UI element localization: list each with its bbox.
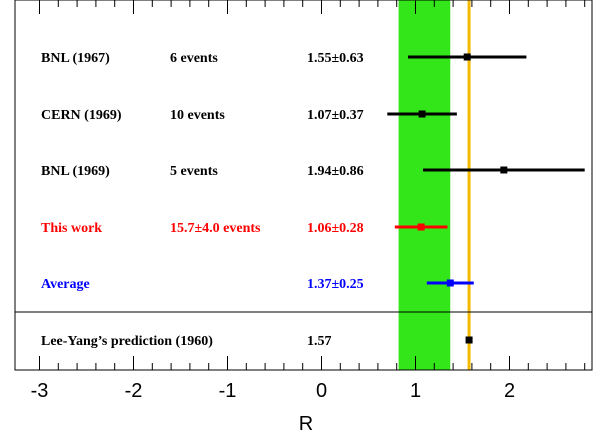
x-axis-title: R [299, 413, 313, 435]
data-row: BNL (1967) 6 events 1.55±0.63 [41, 51, 527, 66]
experiment-label: BNL (1969) [41, 164, 110, 179]
experiment-label: This work [41, 221, 102, 236]
x-tick-label: 1 [410, 380, 421, 402]
result-label: 1.94±0.86 [307, 164, 364, 179]
result-label: 1.07±0.37 [307, 108, 364, 123]
average-band [398, 0, 451, 370]
prediction-point [465, 336, 473, 344]
events-label: 6 events [170, 51, 218, 66]
events-label: 10 events [170, 108, 225, 123]
data-row: BNL (1969) 5 events 1.94±0.86 [41, 164, 585, 179]
events-label: 15.7±4.0 events [170, 221, 261, 236]
data-point [463, 53, 471, 61]
x-tick-label: 0 [316, 380, 327, 402]
x-tick-label: -2 [125, 380, 143, 402]
band-layer [398, 0, 451, 370]
data-point [417, 223, 425, 231]
experiment-label: Average [41, 277, 90, 292]
data-point [500, 166, 508, 174]
rows-layer: BNL (1967) 6 events 1.55±0.63 CERN (1969) 10… [41, 51, 585, 292]
data-row: Average 1.37±0.25 [41, 277, 474, 292]
result-label: 1.55±0.63 [307, 51, 364, 66]
prediction-layer: Lee-Yang’s prediction (1960) 1.57 [41, 334, 473, 349]
x-tick-label: 2 [504, 380, 515, 402]
plot-frame [14, 0, 593, 371]
result-label: 1.06±0.28 [307, 221, 364, 236]
x-tick-label: -1 [219, 380, 237, 402]
x-tick-label: -3 [31, 380, 49, 402]
prediction-label: Lee-Yang’s prediction (1960) [41, 334, 213, 349]
data-row: This work 15.7±4.0 events 1.06±0.28 [41, 221, 448, 236]
experiment-label: CERN (1969) [41, 108, 122, 123]
ticks-layer: -3 -2 -1 0 1 2 [31, 0, 586, 402]
data-row: CERN (1969) 10 events 1.07±0.37 [41, 108, 457, 123]
experiment-label: BNL (1967) [41, 51, 110, 66]
events-label: 5 events [170, 164, 218, 179]
data-point [446, 279, 454, 287]
data-point [418, 110, 426, 118]
result-label: 1.37±0.25 [307, 277, 364, 292]
prediction-value-label: 1.57 [307, 334, 332, 349]
